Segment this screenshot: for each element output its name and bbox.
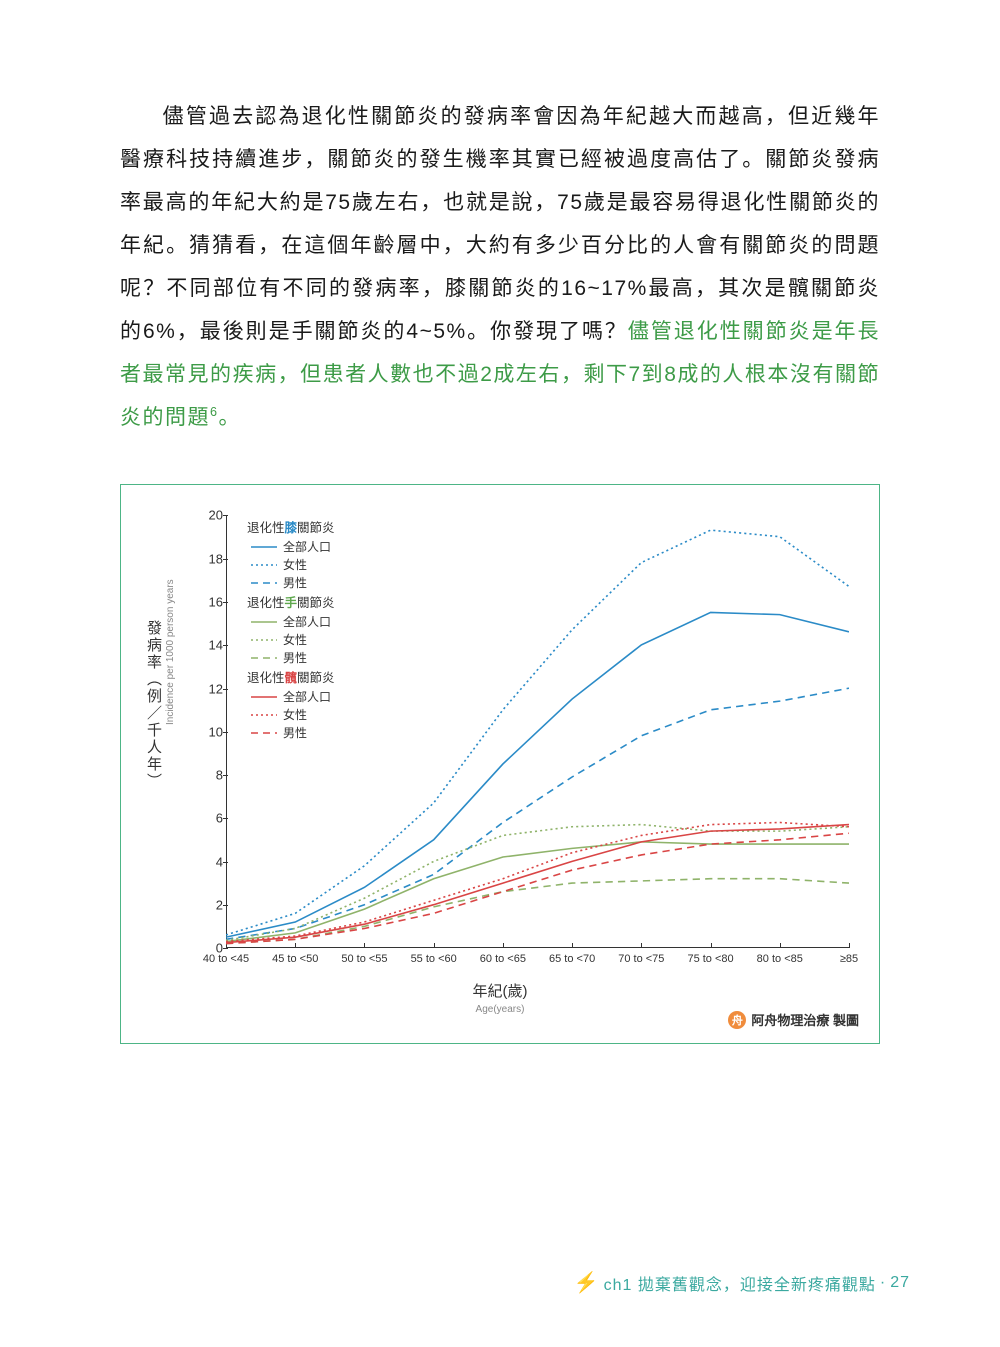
body-text-c: 。 [219, 406, 242, 429]
body-text-a: 儘管過去認為退化性關節炎的發病率會因為年紀越大而越高，但近幾年醫療科技持續進步，… [120, 105, 880, 343]
legend-label: 全部人口 [283, 613, 331, 631]
legend-label: 女性 [283, 631, 307, 649]
chart-container: 發病率（例／千人年） Incidence per 1000 person yea… [120, 484, 880, 1044]
x-tick-label: 40 to <45 [203, 953, 249, 965]
legend-group-title: 退化性膝關節炎 [247, 519, 335, 538]
y-tick-label: 6 [195, 811, 223, 826]
legend-label: 男性 [283, 724, 307, 742]
x-tick-label: 45 to <50 [272, 953, 318, 965]
series-hip_m [226, 834, 849, 944]
y-tick-label: 10 [195, 724, 223, 739]
legend-group-title: 退化性手關節炎 [247, 594, 335, 613]
x-tick-mark [849, 943, 850, 948]
x-tick-label: 70 to <75 [618, 953, 664, 965]
x-tick-label: ≥85 [840, 953, 858, 965]
y-tick-label: 12 [195, 681, 223, 696]
series-hand_all [226, 842, 849, 942]
y-axis-title-cn: 發病率（例／千人年） [143, 620, 164, 790]
x-tick-label: 75 to <80 [687, 953, 733, 965]
legend-row: 女性 [251, 556, 335, 574]
y-tick-label: 4 [195, 854, 223, 869]
legend-label: 全部人口 [283, 688, 331, 706]
legend-group-title: 退化性髖關節炎 [247, 669, 335, 688]
legend-row: 女性 [251, 631, 335, 649]
chart-credit: 舟 阿舟物理治療 製圖 [728, 1010, 859, 1029]
x-axis-title-cn: 年紀(歲) [121, 980, 879, 1001]
series-hand_m [226, 879, 849, 944]
footer-sep: · [880, 1274, 886, 1292]
legend-label: 女性 [283, 706, 307, 724]
x-tick-label: 80 to <85 [757, 953, 803, 965]
legend-label: 男性 [283, 649, 307, 667]
credit-text: 阿舟物理治療 製圖 [751, 1010, 859, 1029]
series-hip_f [226, 823, 849, 942]
y-tick-label: 18 [195, 551, 223, 566]
y-tick-label: 20 [195, 508, 223, 523]
legend-row: 全部人口 [251, 688, 335, 706]
x-tick-label: 55 to <60 [411, 953, 457, 965]
legend-row: 全部人口 [251, 613, 335, 631]
y-tick-label: 2 [195, 898, 223, 913]
legend-row: 全部人口 [251, 538, 335, 556]
footer-page: 27 [890, 1274, 910, 1292]
legend-label: 男性 [283, 574, 307, 592]
legend-label: 女性 [283, 556, 307, 574]
legend-row: 男性 [251, 649, 335, 667]
y-axis-title-en: Incidence per 1000 person years [165, 580, 176, 726]
x-ticks: 40 to <4545 to <5050 to <5555 to <6060 t… [226, 948, 849, 973]
legend-row: 男性 [251, 724, 335, 742]
y-ticks: 02468101214161820 [193, 515, 223, 948]
body-paragraph: 儘管過去認為退化性關節炎的發病率會因為年紀越大而越高，但近幾年醫療科技持續進步，… [120, 95, 880, 439]
y-tick-label: 16 [195, 594, 223, 609]
legend-row: 男性 [251, 574, 335, 592]
y-tick-label: 8 [195, 768, 223, 783]
x-tick-label: 50 to <55 [341, 953, 387, 965]
x-tick-label: 65 to <70 [549, 953, 595, 965]
page-footer: ⚡ ch1 拋棄舊觀念，迎接全新疼痛觀點 · 27 [574, 1270, 910, 1295]
bolt-icon: ⚡ [574, 1270, 600, 1295]
chart-legend: 退化性膝關節炎全部人口女性男性退化性手關節炎全部人口女性男性退化性髖關節炎全部人… [247, 517, 335, 741]
footer-chapter: ch1 拋棄舊觀念，迎接全新疼痛觀點 [604, 1271, 876, 1295]
x-tick-label: 60 to <65 [480, 953, 526, 965]
footnote-ref: 6 [210, 405, 219, 419]
credit-icon: 舟 [728, 1011, 746, 1029]
legend-label: 全部人口 [283, 538, 331, 556]
legend-row: 女性 [251, 706, 335, 724]
y-tick-label: 14 [195, 638, 223, 653]
